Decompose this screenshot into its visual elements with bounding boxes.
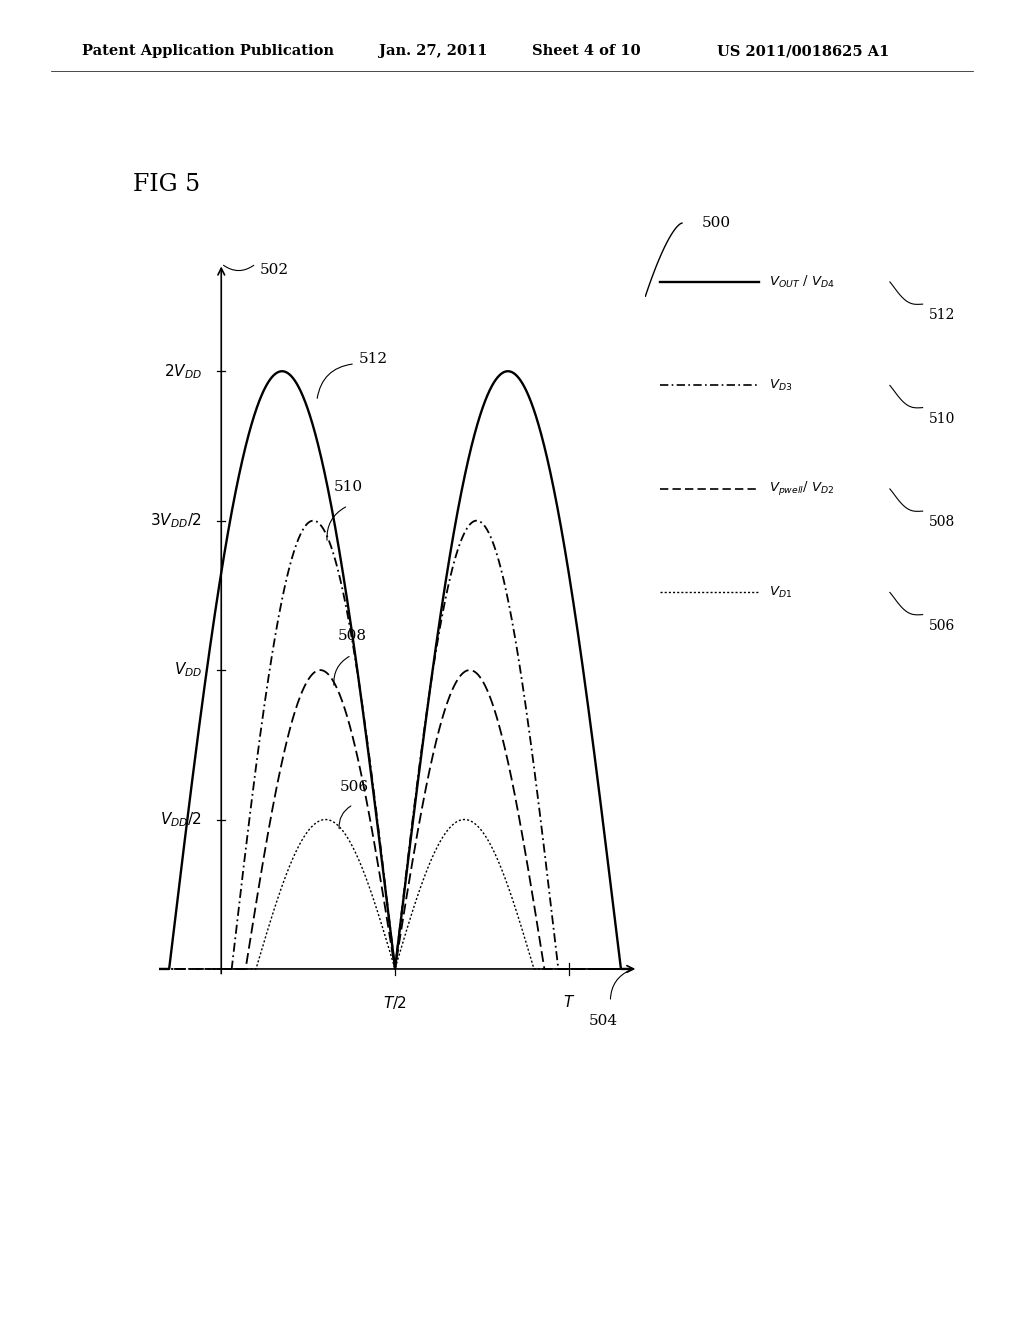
- Text: 508: 508: [338, 630, 367, 643]
- Text: US 2011/0018625 A1: US 2011/0018625 A1: [717, 45, 889, 58]
- Text: FIG 5: FIG 5: [133, 173, 201, 197]
- Text: $3V_{DD}/2$: $3V_{DD}/2$: [151, 511, 202, 531]
- Text: $2V_{DD}$: $2V_{DD}$: [164, 362, 202, 380]
- Text: 510: 510: [929, 412, 955, 426]
- Text: $V_{DD}$: $V_{DD}$: [174, 661, 202, 680]
- Text: $V_{D1}$: $V_{D1}$: [769, 585, 792, 601]
- Text: 512: 512: [358, 352, 388, 366]
- Text: $V_{DD}/2$: $V_{DD}/2$: [160, 810, 202, 829]
- Text: 508: 508: [929, 515, 955, 529]
- Text: $T/2$: $T/2$: [383, 994, 407, 1011]
- Text: $T$: $T$: [562, 994, 574, 1010]
- Text: 512: 512: [929, 308, 955, 322]
- Text: $V_{D3}$: $V_{D3}$: [769, 378, 792, 393]
- Text: $V_{OUT}$ / $V_{D4}$: $V_{OUT}$ / $V_{D4}$: [769, 275, 835, 290]
- Text: Jan. 27, 2011: Jan. 27, 2011: [379, 45, 487, 58]
- Text: 502: 502: [259, 263, 289, 277]
- Text: 510: 510: [334, 479, 364, 494]
- Text: Patent Application Publication: Patent Application Publication: [82, 45, 334, 58]
- Text: 506: 506: [929, 619, 955, 632]
- Text: 500: 500: [701, 216, 730, 230]
- Text: 504: 504: [589, 1014, 618, 1028]
- Text: Sheet 4 of 10: Sheet 4 of 10: [532, 45, 641, 58]
- Text: $V_{pwell}$/ $V_{D2}$: $V_{pwell}$/ $V_{D2}$: [769, 480, 835, 498]
- Text: 506: 506: [339, 780, 369, 795]
